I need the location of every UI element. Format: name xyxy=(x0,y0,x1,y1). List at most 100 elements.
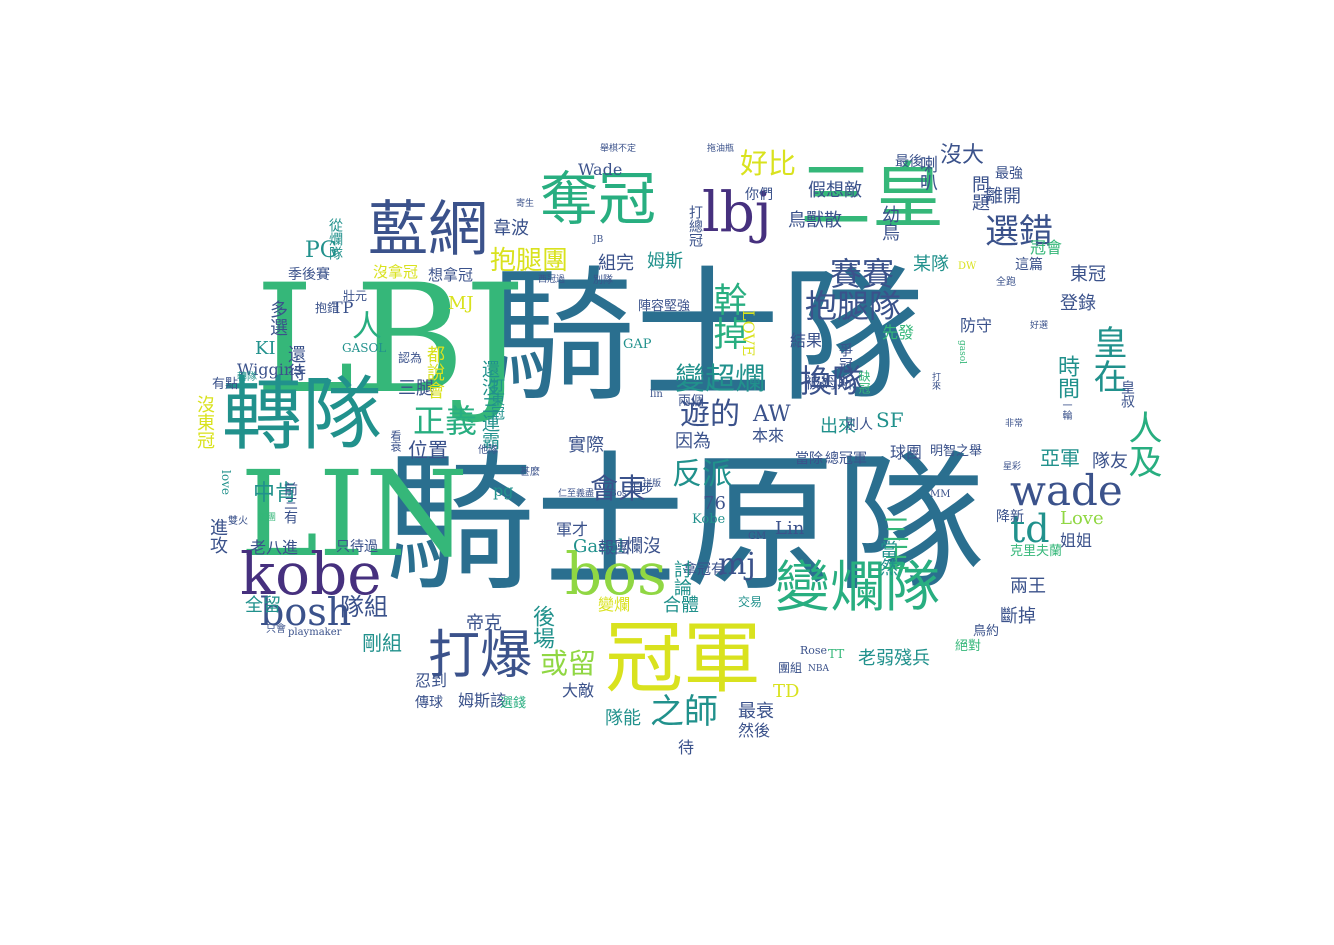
word: 抱腿隊 xyxy=(805,287,902,325)
word: 登錄 xyxy=(1060,293,1096,314)
word: 變爛隊 xyxy=(775,555,941,619)
word: 組完 xyxy=(598,253,634,274)
word: PG xyxy=(305,238,338,263)
word: 先發 xyxy=(882,323,915,342)
word: 老弱殘兵 xyxy=(858,648,930,669)
word: 轉隊 xyxy=(237,372,257,383)
word: 問題 xyxy=(969,175,990,211)
word: 傳球 xyxy=(415,695,443,711)
word: 遊的 xyxy=(680,397,740,432)
word: DW xyxy=(958,261,977,272)
word: 亞軍 xyxy=(1040,446,1080,470)
word: 甚麼 xyxy=(520,467,540,478)
word: 皇在 xyxy=(1087,325,1127,393)
word: love xyxy=(219,470,233,495)
word: TD xyxy=(773,681,800,702)
word: 走步 xyxy=(628,482,655,497)
word: 換隊 xyxy=(800,362,865,400)
word: 最後 xyxy=(895,154,923,170)
word: lin xyxy=(650,389,663,400)
word: 姐姐 xyxy=(1060,531,1093,550)
word: 賽賽 xyxy=(830,255,895,293)
word: 還沒三連霸 xyxy=(479,360,500,450)
word: 抱腿團 xyxy=(490,246,569,276)
word: 當除 xyxy=(795,451,823,467)
word: 抱錯 xyxy=(315,301,340,315)
word: 雙火 xyxy=(228,516,248,527)
word: 進攻 xyxy=(207,518,228,554)
word: 老八進 xyxy=(250,538,299,557)
word: 最強 xyxy=(995,166,1023,182)
word: 球團 xyxy=(890,443,923,462)
word: 季後賽 xyxy=(288,267,330,283)
word: Wiggins xyxy=(237,360,303,379)
word: 報團 xyxy=(598,538,631,557)
word: 好選 xyxy=(1030,321,1049,331)
word: 帝克 xyxy=(466,613,502,634)
word: lbj xyxy=(702,180,772,244)
word: GAP xyxy=(623,337,652,352)
word: 騎士隊 xyxy=(490,253,925,422)
word: 大敵 xyxy=(562,681,595,700)
word: GASOL xyxy=(342,341,387,355)
word: 變爛 xyxy=(598,595,631,614)
word: 討論 xyxy=(671,560,692,596)
word: MM xyxy=(930,489,951,500)
word: 舉棋不定 xyxy=(600,144,637,154)
word: 最衰 xyxy=(738,701,774,722)
word: 打總冠 xyxy=(687,205,703,247)
word: 前三有 xyxy=(282,482,298,524)
word: 好比 xyxy=(740,147,797,180)
word: 拼版 xyxy=(643,479,662,489)
word: AW xyxy=(753,402,791,427)
word: 變超爛 xyxy=(675,362,765,397)
word: Wade xyxy=(578,160,623,179)
word: 兩個 xyxy=(678,394,705,409)
word: 寄生 xyxy=(516,199,535,209)
word: 缺冠 xyxy=(857,370,871,394)
word: 他隊 xyxy=(478,445,498,456)
word: 別隊 xyxy=(593,275,613,286)
word: 本來 xyxy=(752,426,785,445)
word: Bos xyxy=(610,489,627,499)
word: 斷掉 xyxy=(1000,606,1036,627)
word: 出來 xyxy=(820,416,856,437)
word: 絕對 xyxy=(955,639,982,654)
word: 明智之舉 xyxy=(930,444,983,459)
word: playmaker xyxy=(288,627,342,638)
word: 之師 xyxy=(650,692,718,732)
word: 後場 xyxy=(529,605,554,649)
word: 鳥約 xyxy=(973,624,1000,639)
word: 姆斯 xyxy=(647,251,683,272)
word: 剛組 xyxy=(362,631,402,655)
word: 全跑 xyxy=(996,277,1016,288)
word: 鳥獸散 xyxy=(788,210,842,231)
word: 有點 xyxy=(212,377,239,392)
word: 沒大 xyxy=(940,143,985,168)
word: Love xyxy=(1060,508,1104,529)
word: 被姆斯 xyxy=(805,373,854,392)
word: 選錯 xyxy=(985,212,1053,252)
word: 某隊 xyxy=(913,254,949,275)
word: 只會 xyxy=(266,624,286,635)
word: 冠會 xyxy=(1030,238,1063,257)
word: 仁至義盡 xyxy=(558,489,595,499)
word: 三王 xyxy=(878,515,911,571)
word: 幹掉 xyxy=(707,282,747,350)
word: 奪冠 xyxy=(540,165,657,233)
word: 認為 xyxy=(398,351,423,365)
word: 從爛隊 xyxy=(327,218,343,260)
word: 位置 xyxy=(408,438,448,462)
word: 壯元 xyxy=(343,289,368,303)
word: 待 xyxy=(678,738,695,757)
word: bosh xyxy=(260,590,352,634)
word: LOVE xyxy=(739,310,758,357)
word: 東冠 xyxy=(1070,264,1106,285)
word: 西冠過 xyxy=(538,275,566,285)
word: 三腿 xyxy=(398,378,434,399)
word: 爛沒 xyxy=(625,536,661,557)
word: 或留 xyxy=(540,647,597,680)
word: 打爆 xyxy=(428,626,533,686)
word: mj xyxy=(718,547,756,582)
word: 打東冠 xyxy=(489,378,505,420)
